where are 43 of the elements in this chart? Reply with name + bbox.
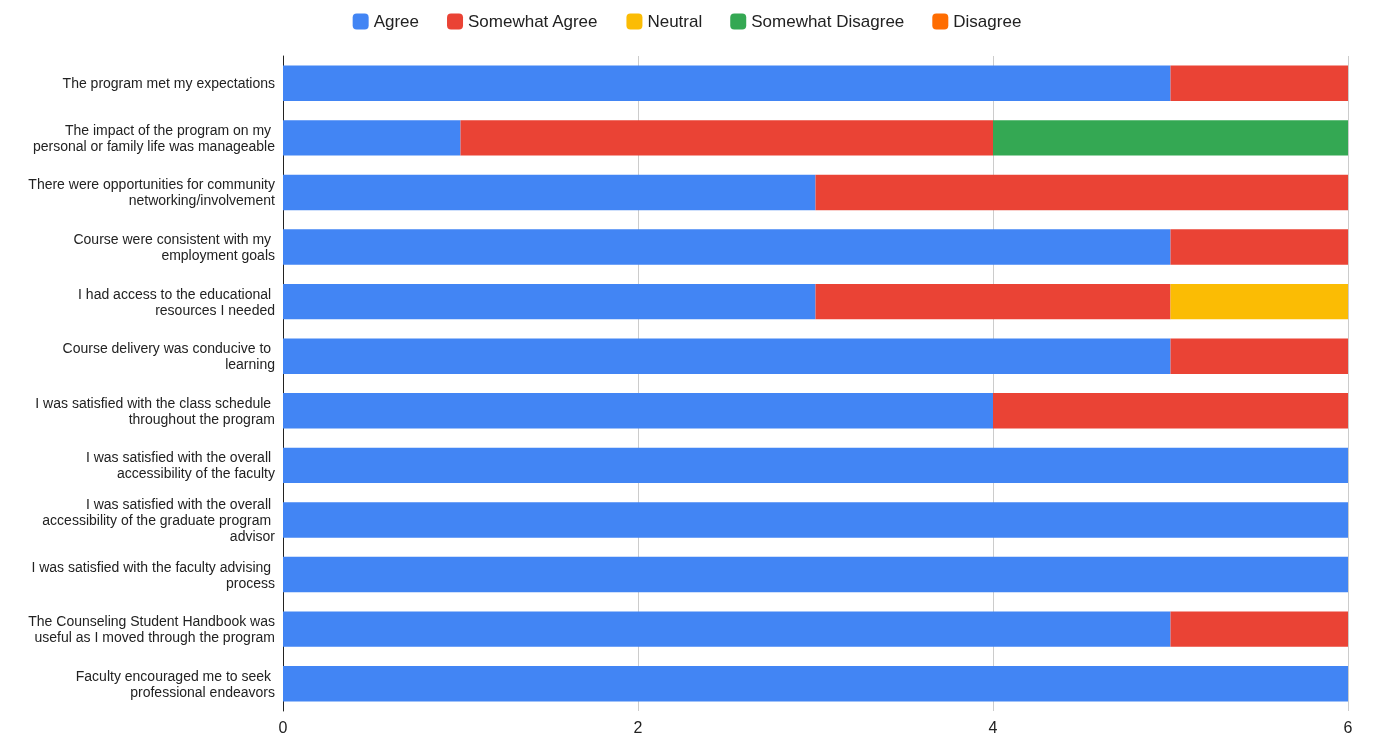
y-tick-label: The Counseling Student Handbook was useful as I moved through the program (28, 613, 275, 646)
bar (993, 120, 1348, 156)
y-tick-label: Faculty encouraged me to seek professional endeavors (75, 667, 275, 700)
bar (283, 447, 1348, 484)
bar (1170, 65, 1348, 102)
x-tick-label: 6 (1343, 718, 1353, 736)
x-tick-label: 2 (633, 718, 643, 736)
x-tick-label: 4 (988, 718, 998, 736)
bar (1170, 611, 1348, 647)
bar (283, 556, 1348, 593)
legend-label: Somewhat Agree (468, 12, 598, 31)
y-tick-label: I was satisfied with the class schedule throughout the program (35, 394, 275, 427)
bar (283, 611, 1171, 647)
y-tick-label: I was satisfied with the overall accessibility of the graduate program advisor (42, 495, 276, 544)
y-tick-label: I was satisfied with the faculty advising process (31, 558, 275, 591)
bar (283, 393, 993, 429)
y-tick-label: I had access to the educational resources I needed (78, 285, 275, 318)
legend-label: Neutral (647, 12, 703, 31)
y-tick-label: Course were consistent with my employment goals (73, 231, 275, 264)
bar (283, 229, 1171, 265)
bar (283, 283, 816, 320)
y-tick-label: Course delivery was conducive to learning (62, 340, 275, 373)
bar (993, 393, 1348, 429)
bar (460, 120, 993, 156)
y-tick-label: There were opportunities for community networking/involvement (28, 176, 276, 209)
bar (815, 283, 1171, 320)
bar (283, 338, 1171, 374)
bar (283, 65, 1171, 102)
legend-label: Somewhat Disagree (751, 12, 905, 31)
bar (815, 174, 1348, 211)
legend-label: Disagree (953, 12, 1022, 31)
bar (1170, 229, 1348, 265)
y-tick-label: The program met my expectations (62, 75, 275, 92)
bar (283, 502, 1348, 538)
bar (1170, 283, 1348, 320)
y-tick-label: The impact of the program on my personal or family life was manageable (32, 121, 276, 154)
legend-label: Agree (373, 12, 420, 31)
y-tick-label: I was satisfied with the overall accessibility of the faculty (85, 449, 275, 482)
bar (283, 174, 816, 211)
x-tick-label: 0 (278, 718, 288, 736)
bar (1170, 338, 1348, 374)
bar (283, 120, 461, 156)
bar (283, 665, 1348, 702)
